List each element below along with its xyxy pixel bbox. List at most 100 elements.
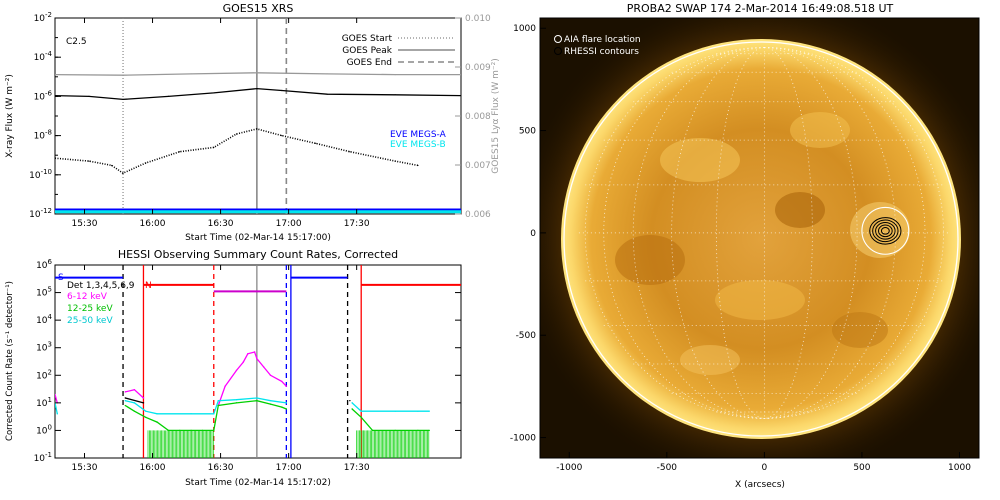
hessi-legend: S Det 1,3,4,5,6,9 6-12 keV 12-25 keV 25-… (58, 273, 152, 326)
swap-ytick-label-4: 1000 (513, 24, 536, 34)
hessi-ylabel: Corrected Count Rate (s⁻¹ detector⁻¹) (5, 281, 15, 441)
hessi-ytick-label-3: 102 (36, 368, 52, 381)
goes-point-2-7 (235, 133, 238, 135)
swap-ytick-label-2: 0 (530, 229, 536, 239)
swap-axes: -1000 -500 0 500 1000 -1000 -500 0 500 1000 (510, 24, 971, 473)
swap-ytick-label-3: 500 (519, 127, 536, 137)
hessi-series-3 (351, 402, 430, 412)
hessi-xtick-label-0: 15:30 (72, 463, 98, 473)
legend-goes-start-label: GOES Start (342, 34, 393, 44)
goes-point-2-9 (281, 135, 283, 137)
swap-ytick-label-0: -1000 (510, 434, 536, 444)
goes-point-1-3 (167, 95, 170, 97)
goes-point-2-1 (88, 160, 90, 162)
goes-point-0-1 (122, 74, 124, 76)
hessi-ytick-label-2: 101 (36, 396, 52, 409)
goes-xtick-label-4: 17:30 (344, 219, 370, 229)
goes-y2tick-label-3: 0.009 (465, 63, 491, 73)
rhessi-contours (861, 206, 910, 255)
hessi-series-1 (217, 351, 287, 406)
goes-point-0-6 (460, 73, 461, 76)
rhessi-contour-0 (880, 227, 890, 235)
rhessi-contour-3 (872, 219, 899, 243)
hessi-series-3 (55, 402, 58, 414)
swap-xlabel: X (arcsecs) (735, 480, 785, 490)
hessi-ytick-label-1: 100 (36, 423, 52, 436)
rhessi-legend-symbol (554, 47, 562, 55)
goes-ytick-label-4: 10-4 (34, 50, 53, 63)
goes-axes: 15:30 16:00 16:30 17:00 17:30 10-12 10-10 10-8 1… (29, 11, 491, 229)
goes-point-0-2 (190, 73, 192, 75)
goes-plot-frame (54, 17, 462, 215)
goes-point-1-8 (394, 94, 396, 96)
goes-y2tick-label-1: 0.007 (465, 161, 491, 171)
goes-y2tick-label-0: 0.006 (465, 210, 491, 220)
hessi-series-0 (125, 397, 144, 404)
rhessi-contour-2 (875, 222, 896, 240)
swap-plot-frame (539, 17, 980, 459)
hessi-xtick-label-3: 17:00 (276, 463, 302, 473)
hessi-xtick-label-4: 17:30 (344, 463, 370, 473)
hessi-ytick-label-7: 106 (36, 258, 52, 271)
hessi-saa-flag: S (58, 273, 64, 283)
goes-ytick-label-1: 10-10 (29, 168, 52, 181)
hessi-ytick-label-4: 103 (36, 341, 52, 354)
longitude-line (716, 47, 765, 419)
hessi-xtick-label-1: 16:00 (140, 463, 166, 473)
goes-point-1-5 (256, 88, 258, 90)
hessi-title: HESSI Observing Summary Count Rates, Cor… (118, 248, 398, 261)
goes-point-2-5 (179, 151, 181, 153)
goes-ytick-label-0: 10-12 (29, 207, 52, 220)
swap-xtick-label-2: 0 (762, 463, 768, 473)
goes-ytick-label-3: 10-6 (34, 89, 53, 102)
goes-point-2-6 (213, 146, 215, 149)
aia-flare-location-circle (861, 206, 910, 255)
goes-series (55, 18, 461, 214)
goes-series-1 (55, 87, 461, 101)
legend-goes-end-label: GOES End (347, 58, 392, 68)
goes-point-1-2 (122, 98, 124, 101)
goes-point-2-4 (145, 162, 147, 164)
legend-goes-peak-label: GOES Peak (342, 46, 392, 56)
goes-flare-class: C2.5 (66, 37, 87, 47)
goes-ytick-label-2: 10-8 (34, 129, 52, 142)
goes-ytick-label-5: 10-2 (34, 11, 52, 24)
goes-panel: GOES15 XRS 15:30 16:00 16:30 17:00 17:30 10-1… (5, 2, 501, 243)
goes-y2label: GOES15 Lyα Flux (W m⁻²) (491, 58, 501, 174)
sun-texture (615, 112, 910, 375)
swap-legend: AIA flare location RHESSI contours (554, 35, 641, 57)
hessi-xtick-label-2: 16:30 (208, 463, 234, 473)
hessi-detectors-label: Det 1,3,4,5,6,9 (67, 281, 135, 291)
heliographic-grid (578, 47, 950, 419)
goes-xtick-label-3: 17:00 (276, 219, 302, 229)
goes-point-1-1 (88, 95, 90, 97)
hessi-series-3 (125, 397, 287, 415)
goes-point-1-4 (213, 92, 215, 94)
goes-title: GOES15 XRS (223, 2, 294, 15)
hessi-panel: HESSI Observing Summary Count Rates, Cor… (5, 248, 462, 488)
goes-ylabel: X-ray Flux (W m⁻²) (5, 74, 15, 158)
longitude-line (764, 47, 926, 419)
rhessi-contour-1 (878, 224, 893, 238)
hessi-series-1 (55, 394, 58, 404)
hessi-legend-12-25: 12-25 keV (67, 304, 113, 314)
goes-point-2-2 (111, 164, 113, 167)
swap-xtick-label-4: 1000 (948, 463, 971, 473)
longitude-line (671, 47, 765, 419)
goes-xtick-label-2: 16:30 (208, 219, 234, 229)
goes-point-2-12 (394, 160, 396, 162)
goes-point-0-3 (256, 72, 258, 74)
longitude-line (764, 47, 813, 419)
goes-point-2-8 (256, 128, 258, 130)
swap-xtick-label-0: -1000 (556, 463, 582, 473)
rhessi-legend-label: RHESSI contours (564, 47, 639, 57)
swap-panel: PROBA2 SWAP 174 2-Mar-2014 16:49:08.518 … (510, 2, 980, 490)
goes-point-1-0 (55, 94, 56, 97)
goes-point-2-0 (55, 157, 56, 159)
goes-point-2-11 (349, 151, 351, 153)
goes-y2tick-label-2: 0.008 (465, 112, 491, 122)
hessi-series-2 (124, 400, 287, 432)
eve-megs-a-label: EVE MEGS-A (390, 130, 447, 140)
swap-xtick-label-1: -500 (657, 463, 678, 473)
hessi-ytick-label-6: 105 (36, 286, 52, 299)
